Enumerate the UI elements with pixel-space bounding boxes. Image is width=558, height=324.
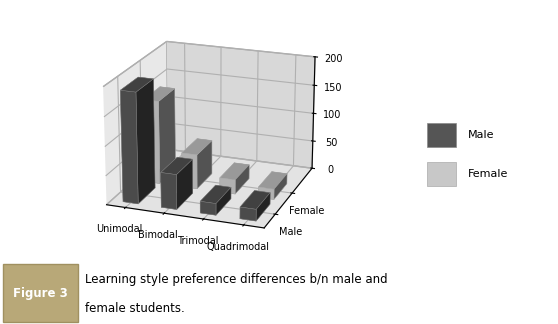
Text: Male: Male	[468, 130, 494, 140]
Bar	[427, 162, 456, 186]
Bar	[3, 264, 78, 322]
Text: Learning style preference differences b/n male and: Learning style preference differences b/…	[85, 273, 388, 286]
Bar	[427, 123, 456, 147]
Text: Female: Female	[468, 169, 508, 179]
Text: female students.: female students.	[85, 302, 185, 315]
Text: Figure 3: Figure 3	[13, 287, 68, 300]
